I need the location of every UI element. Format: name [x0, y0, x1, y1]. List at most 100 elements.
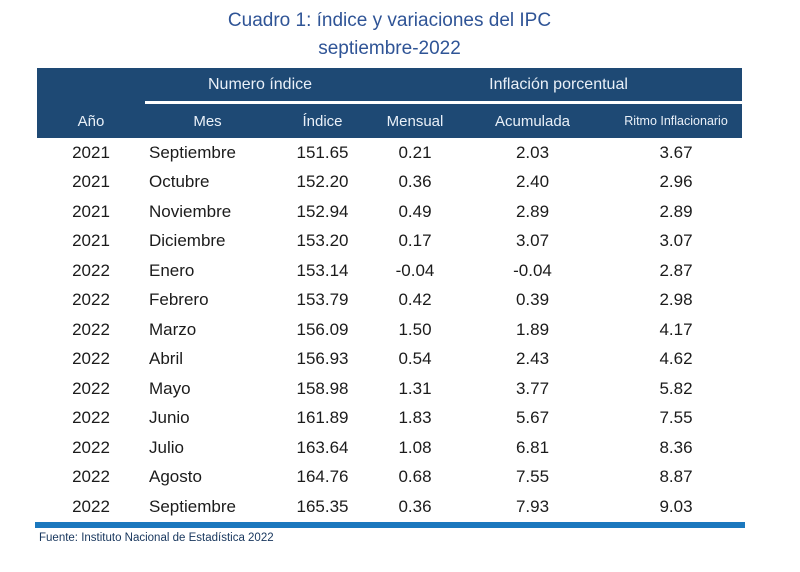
table-cell: 8.36 — [659, 437, 693, 457]
table-cell: 2.89 — [659, 201, 693, 221]
table-cell: 3.67 — [659, 142, 693, 162]
table-cell: 9.03 — [659, 496, 693, 516]
table-cell: 156.09 — [296, 319, 349, 339]
table-cell: -0.04 — [513, 260, 552, 280]
table-cell: 163.64 — [296, 437, 349, 457]
table-cell: 0.21 — [398, 142, 432, 162]
title-line-2: septiembre-2022 — [318, 38, 461, 59]
table-cell: 1.31 — [398, 378, 432, 398]
column-header-mes: Mes — [145, 104, 270, 138]
table-cell: -0.04 — [395, 260, 435, 280]
table-cell: 2022 — [72, 408, 110, 428]
source-note: Fuente: Instituto Nacional de Estadístic… — [39, 532, 274, 544]
table-cell: 1.89 — [515, 319, 550, 339]
table-body: 2021 Septiembre 151.65 0.21 2.03 3.67 2021 Octu… — [37, 138, 742, 522]
column-header-mensual: Mensual — [375, 104, 456, 138]
table-cell: 0.54 — [398, 349, 432, 369]
table-cell: 3.07 — [515, 231, 550, 251]
table-cell: 158.98 — [296, 378, 349, 398]
table-cell: 7.55 — [659, 408, 693, 428]
table-cell: 0.17 — [398, 231, 432, 251]
table-cell: 2.43 — [515, 349, 550, 369]
table-cell: Junio — [149, 408, 190, 428]
table-cell: 4.17 — [659, 319, 693, 339]
table-row: 2022 Junio 161.89 1.83 5.67 7.55 — [37, 404, 742, 434]
table-cell: Noviembre — [149, 201, 232, 221]
table-bottom-rule — [35, 522, 745, 528]
table-cell: 2022 — [72, 290, 110, 310]
table-cell: 2021 — [72, 201, 110, 221]
table-cell: Diciembre — [149, 231, 226, 251]
table-cell: Mayo — [149, 378, 191, 398]
table-cell: 152.20 — [296, 172, 349, 192]
table-cell: Septiembre — [149, 496, 236, 516]
column-header-ritmo-inflacionario: Ritmo Inflacionario — [610, 104, 743, 138]
table-cell: 156.93 — [296, 349, 349, 369]
column-header-indice: Índice — [270, 104, 376, 138]
table-row: 2022 Septiembre 165.35 0.36 7.93 9.03 — [37, 492, 742, 522]
table-cell: 8.87 — [659, 467, 693, 487]
table-cell: 6.81 — [515, 437, 550, 457]
table-cell: 0.49 — [398, 201, 432, 221]
table-cell: 2.87 — [659, 260, 693, 280]
column-header-row: Año Mes Índice Mensual Acumulada Ritmo I… — [37, 104, 743, 138]
table-cell: Julio — [149, 437, 184, 457]
table-cell: Enero — [149, 260, 195, 280]
table-cell: 4.62 — [659, 349, 693, 369]
table-cell: 165.35 — [296, 496, 349, 516]
table-cell: Octubre — [149, 172, 210, 192]
group-header-inflacion-porcentual: Inflación porcentual — [375, 68, 743, 104]
table-cell: 3.77 — [515, 378, 550, 398]
table-row: 2022 Agosto 164.76 0.68 7.55 8.87 — [37, 463, 742, 493]
table-cell: 2022 — [72, 319, 110, 339]
table-cell: Febrero — [149, 290, 209, 310]
table-cell: 153.20 — [296, 231, 349, 251]
table-cell: 5.82 — [659, 378, 693, 398]
table-cell: 0.36 — [398, 172, 432, 192]
table-cell: 2022 — [72, 349, 110, 369]
table-cell: 2022 — [72, 378, 110, 398]
table-cell: 153.14 — [296, 260, 349, 280]
table-cell: Septiembre — [149, 142, 236, 162]
table-cell: 1.83 — [398, 408, 432, 428]
table-cell: Marzo — [149, 319, 197, 339]
table-row: 2022 Julio 163.64 1.08 6.81 8.36 — [37, 433, 742, 463]
table-row: 2022 Marzo 156.09 1.50 1.89 4.17 — [37, 315, 742, 345]
table-cell: 164.76 — [296, 467, 349, 487]
table-cell: 2021 — [72, 172, 110, 192]
table-cell: Agosto — [149, 467, 202, 487]
table-cell: 2022 — [72, 496, 110, 516]
group-header-blank — [37, 68, 145, 104]
table-cell: 2.89 — [515, 201, 550, 221]
table-cell: 7.93 — [515, 496, 550, 516]
table-cell: 151.65 — [296, 142, 349, 162]
table-cell: 2.98 — [659, 290, 693, 310]
table-cell: 3.07 — [659, 231, 693, 251]
group-header-numero-indice: Numero índice — [145, 68, 376, 104]
group-header-row: Numero índice Inflación porcentual — [37, 68, 743, 104]
table-cell: Abril — [149, 349, 184, 369]
column-header-acumulada: Acumulada — [455, 104, 611, 138]
table-cell: 2021 — [72, 142, 110, 162]
table-cell: 1.50 — [398, 319, 432, 339]
table-cell: 2022 — [72, 260, 110, 280]
table-header: Numero índice Inflación porcentual Año M… — [37, 68, 743, 138]
table-row: 2021 Octubre 152.20 0.36 2.40 2.96 — [37, 168, 742, 198]
table-cell: 2022 — [72, 437, 110, 457]
table-cell: 2.96 — [659, 172, 693, 192]
table-row: 2021 Diciembre 153.20 0.17 3.07 3.07 — [37, 227, 742, 257]
title-line-1: Cuadro 1: índice y variaciones del IPC — [227, 10, 552, 31]
table-row: 2022 Abril 156.93 0.54 2.43 4.62 — [37, 345, 742, 375]
table-cell: 2.40 — [515, 172, 550, 192]
table-title: Cuadro 1: índice y variaciones del IPC s… — [37, 7, 742, 63]
ipc-table: Numero índice Inflación porcentual Año M… — [37, 68, 743, 522]
table-row: 2022 Enero 153.14 -0.04 -0.04 2.87 — [37, 256, 742, 286]
table-cell: 2021 — [72, 231, 110, 251]
table-row: 2022 Mayo 158.98 1.31 3.77 5.82 — [37, 374, 742, 404]
table-cell: 1.08 — [398, 437, 432, 457]
table-cell: 0.39 — [515, 290, 550, 310]
table-cell: 152.94 — [296, 201, 349, 221]
table-cell: 7.55 — [515, 467, 550, 487]
table-cell: 0.42 — [398, 290, 432, 310]
